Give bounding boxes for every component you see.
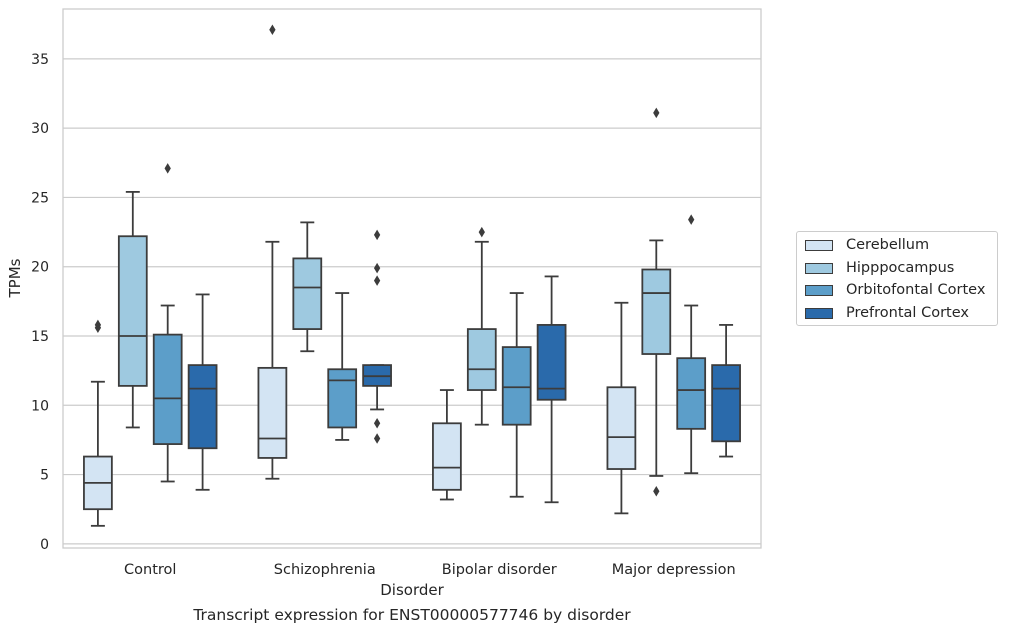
outlier-point [688,214,695,225]
outlier-point [373,262,381,274]
box-orbitofontal-cortex-2 [501,292,532,498]
x-axis-ticks: Control Schizophrenia Bipolar disorder Majo… [124,562,736,578]
legend-label: Orbitofontal Cortex [846,282,986,298]
outlier-point [478,226,485,238]
x-tick-label: Bipolar disorder [442,562,557,578]
box-iqr [501,346,532,426]
box-prefrontal-cortex-3 [711,324,741,458]
box-iqr [327,368,358,429]
box-prefrontal-cortex-1 [362,229,392,444]
box-hipppocampus-3 [641,107,672,497]
legend-swatch-hippocampus [805,262,833,274]
outlier-point [269,24,276,36]
y-tick-label: 10 [31,398,49,414]
legend-item-orbitofrontal: Orbitofontal Cortex [805,280,985,300]
legend-swatch-orbitofrontal [805,284,833,296]
outlier-point [373,275,381,286]
legend-item-hippocampus: Hipppocampus [805,258,954,278]
box-iqr [257,366,288,459]
box-hipppocampus-0 [117,190,148,429]
box-cerebellum-1 [257,24,288,480]
x-axis-label: Disorder [380,581,444,599]
outlier-point [373,229,381,241]
legend-item-prefrontal: Prefrontal Cortex [805,303,969,323]
box-iqr [466,328,497,391]
y-axis-label: TPMs [6,258,24,298]
legend-label: Hipppocampus [846,260,955,276]
box-hipppocampus-2 [466,226,497,426]
box-cerebellum-0 [83,319,113,527]
box-orbitofontal-cortex-1 [327,292,358,441]
outlier-point [653,485,660,497]
box-iqr [117,235,148,387]
y-tick-label: 20 [31,260,49,276]
legend-label: Cerebellum [846,237,930,253]
y-axis-ticks: 0 5 10 15 20 25 30 35 [31,52,49,553]
legend-swatch-prefrontal [805,307,833,319]
outlier-point [373,418,381,429]
x-tick-label: Major depression [612,562,736,578]
box-cerebellum-2 [432,389,462,501]
y-tick-label: 25 [31,190,49,206]
box-iqr [676,357,707,430]
outlier-point [373,433,381,444]
box-orbitofontal-cortex-3 [676,214,707,475]
outlier-point [164,163,171,174]
legend-swatch-cerebellum [805,239,833,251]
box-iqr [536,324,567,401]
box-iqr [292,257,323,330]
y-tick-label: 35 [31,52,49,68]
chart-caption: Transcript expression for ENST0000057774… [193,606,631,624]
outlier-point [653,107,660,119]
box-prefrontal-cortex-0 [187,293,218,491]
plot-area-frame [62,8,762,549]
box-orbitofontal-cortex-0 [152,163,183,483]
legend: Cerebellum Hipppocampus Orbitofontal Cor… [796,231,998,326]
y-tick-label: 15 [31,329,49,345]
box-cerebellum-3 [606,301,637,515]
box-prefrontal-cortex-2 [536,275,567,504]
x-tick-label: Control [124,562,176,578]
box-iqr [152,333,183,445]
box-iqr [187,364,218,450]
box-iqr [606,386,637,470]
box-iqr [711,364,741,443]
y-tick-label: 5 [40,468,49,484]
y-tick-label: 30 [31,121,49,137]
box-iqr [432,422,462,491]
box-hipppocampus-1 [292,221,323,353]
box-series [83,24,741,527]
box-iqr [641,268,672,355]
legend-label: Prefrontal Cortex [846,305,969,321]
outlier-point [94,319,102,331]
y-tick-label: 0 [40,537,49,553]
x-tick-label: Schizophrenia [274,562,376,578]
legend-item-cerebellum: Cerebellum [805,235,929,255]
